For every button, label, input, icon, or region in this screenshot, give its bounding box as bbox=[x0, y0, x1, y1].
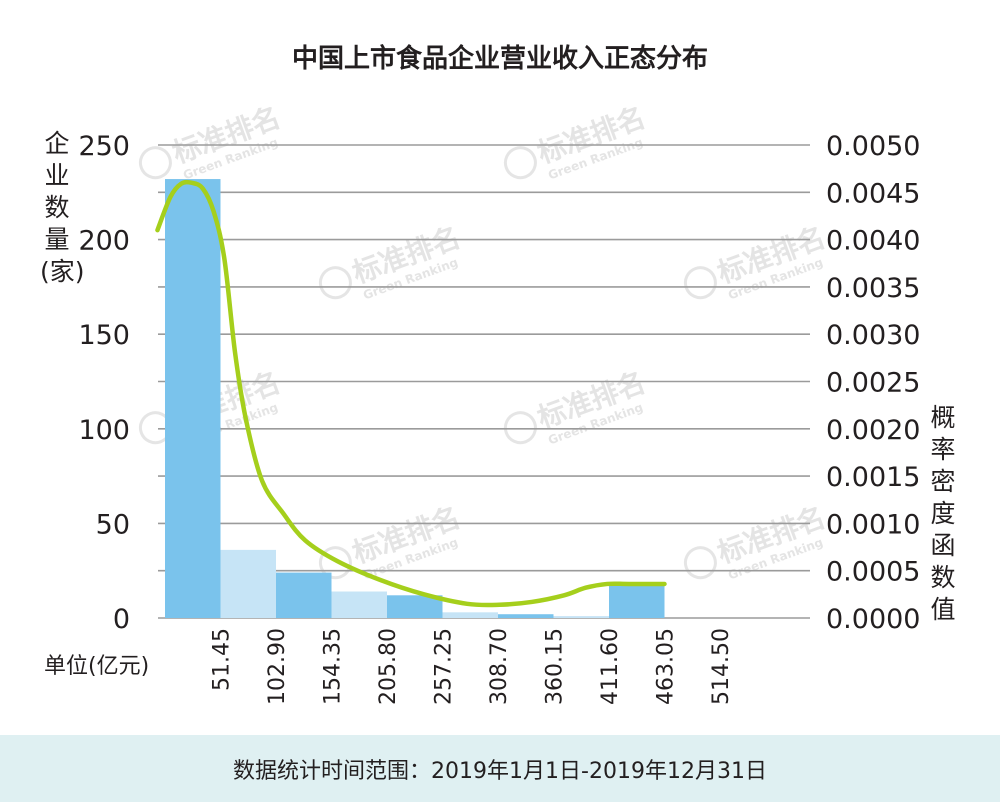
y-left-tick-label: 50 bbox=[96, 509, 130, 540]
x-tick-label: 154.35 bbox=[321, 628, 346, 705]
histogram-bar-4 bbox=[387, 595, 443, 618]
x-tick-label: 308.70 bbox=[487, 628, 512, 705]
x-tick-label: 463.05 bbox=[654, 628, 679, 705]
y-right-tick-label: 0.0035 bbox=[826, 273, 920, 304]
y-left-tick-label: 100 bbox=[78, 415, 130, 446]
y-left-tick-label: 250 bbox=[78, 131, 130, 162]
histogram-bar-7 bbox=[553, 616, 609, 618]
histogram-bar-3 bbox=[331, 591, 387, 618]
y-left-tick-label: 0 bbox=[113, 604, 130, 635]
y-right-tick-label: 0.0045 bbox=[826, 178, 920, 209]
x-tick-label: 102.90 bbox=[265, 628, 290, 705]
x-tick-label: 411.60 bbox=[598, 628, 623, 705]
unit-label: 单位(亿元) bbox=[44, 654, 150, 679]
y-left-tick-label: 150 bbox=[78, 320, 130, 351]
x-tick-label: 257.25 bbox=[432, 628, 457, 705]
x-tick-label: 51.45 bbox=[210, 628, 235, 691]
x-tick-label: 514.50 bbox=[709, 628, 734, 705]
y-right-tick-label: 0.0040 bbox=[826, 226, 920, 257]
histogram-bar-0 bbox=[165, 179, 221, 618]
histogram-bar-1 bbox=[220, 549, 276, 618]
y-right-tick-label: 0.0010 bbox=[826, 509, 920, 540]
y-right-tick-label: 0.0050 bbox=[826, 131, 920, 162]
y-right-tick-label: 0.0000 bbox=[826, 604, 920, 635]
x-tick-label: 205.80 bbox=[376, 628, 401, 705]
footer-band: 数据统计时间范围：2019年1月1日-2019年12月31日 bbox=[0, 735, 1000, 802]
histogram-bar-8 bbox=[609, 585, 665, 618]
histogram-bar-6 bbox=[498, 614, 554, 618]
y-right-tick-label: 0.0020 bbox=[826, 415, 920, 446]
histogram-bar-2 bbox=[276, 572, 332, 618]
x-tick-label: 360.15 bbox=[543, 628, 568, 705]
y-right-tick-label: 0.0025 bbox=[826, 368, 920, 399]
right-axis-label: 概率密度函数值 bbox=[930, 403, 956, 624]
footer-text: 数据统计时间范围：2019年1月1日-2019年12月31日 bbox=[233, 759, 767, 784]
y-right-tick-label: 0.0030 bbox=[826, 320, 920, 351]
histogram-bar-5 bbox=[442, 612, 498, 618]
y-right-tick-label: 0.0005 bbox=[826, 557, 920, 588]
y-right-tick-label: 0.0015 bbox=[826, 462, 920, 493]
chart-title: 中国上市食品企业营业收入正态分布 bbox=[291, 44, 708, 74]
density-curve bbox=[155, 179, 667, 608]
y-left-tick-label: 200 bbox=[78, 226, 130, 257]
